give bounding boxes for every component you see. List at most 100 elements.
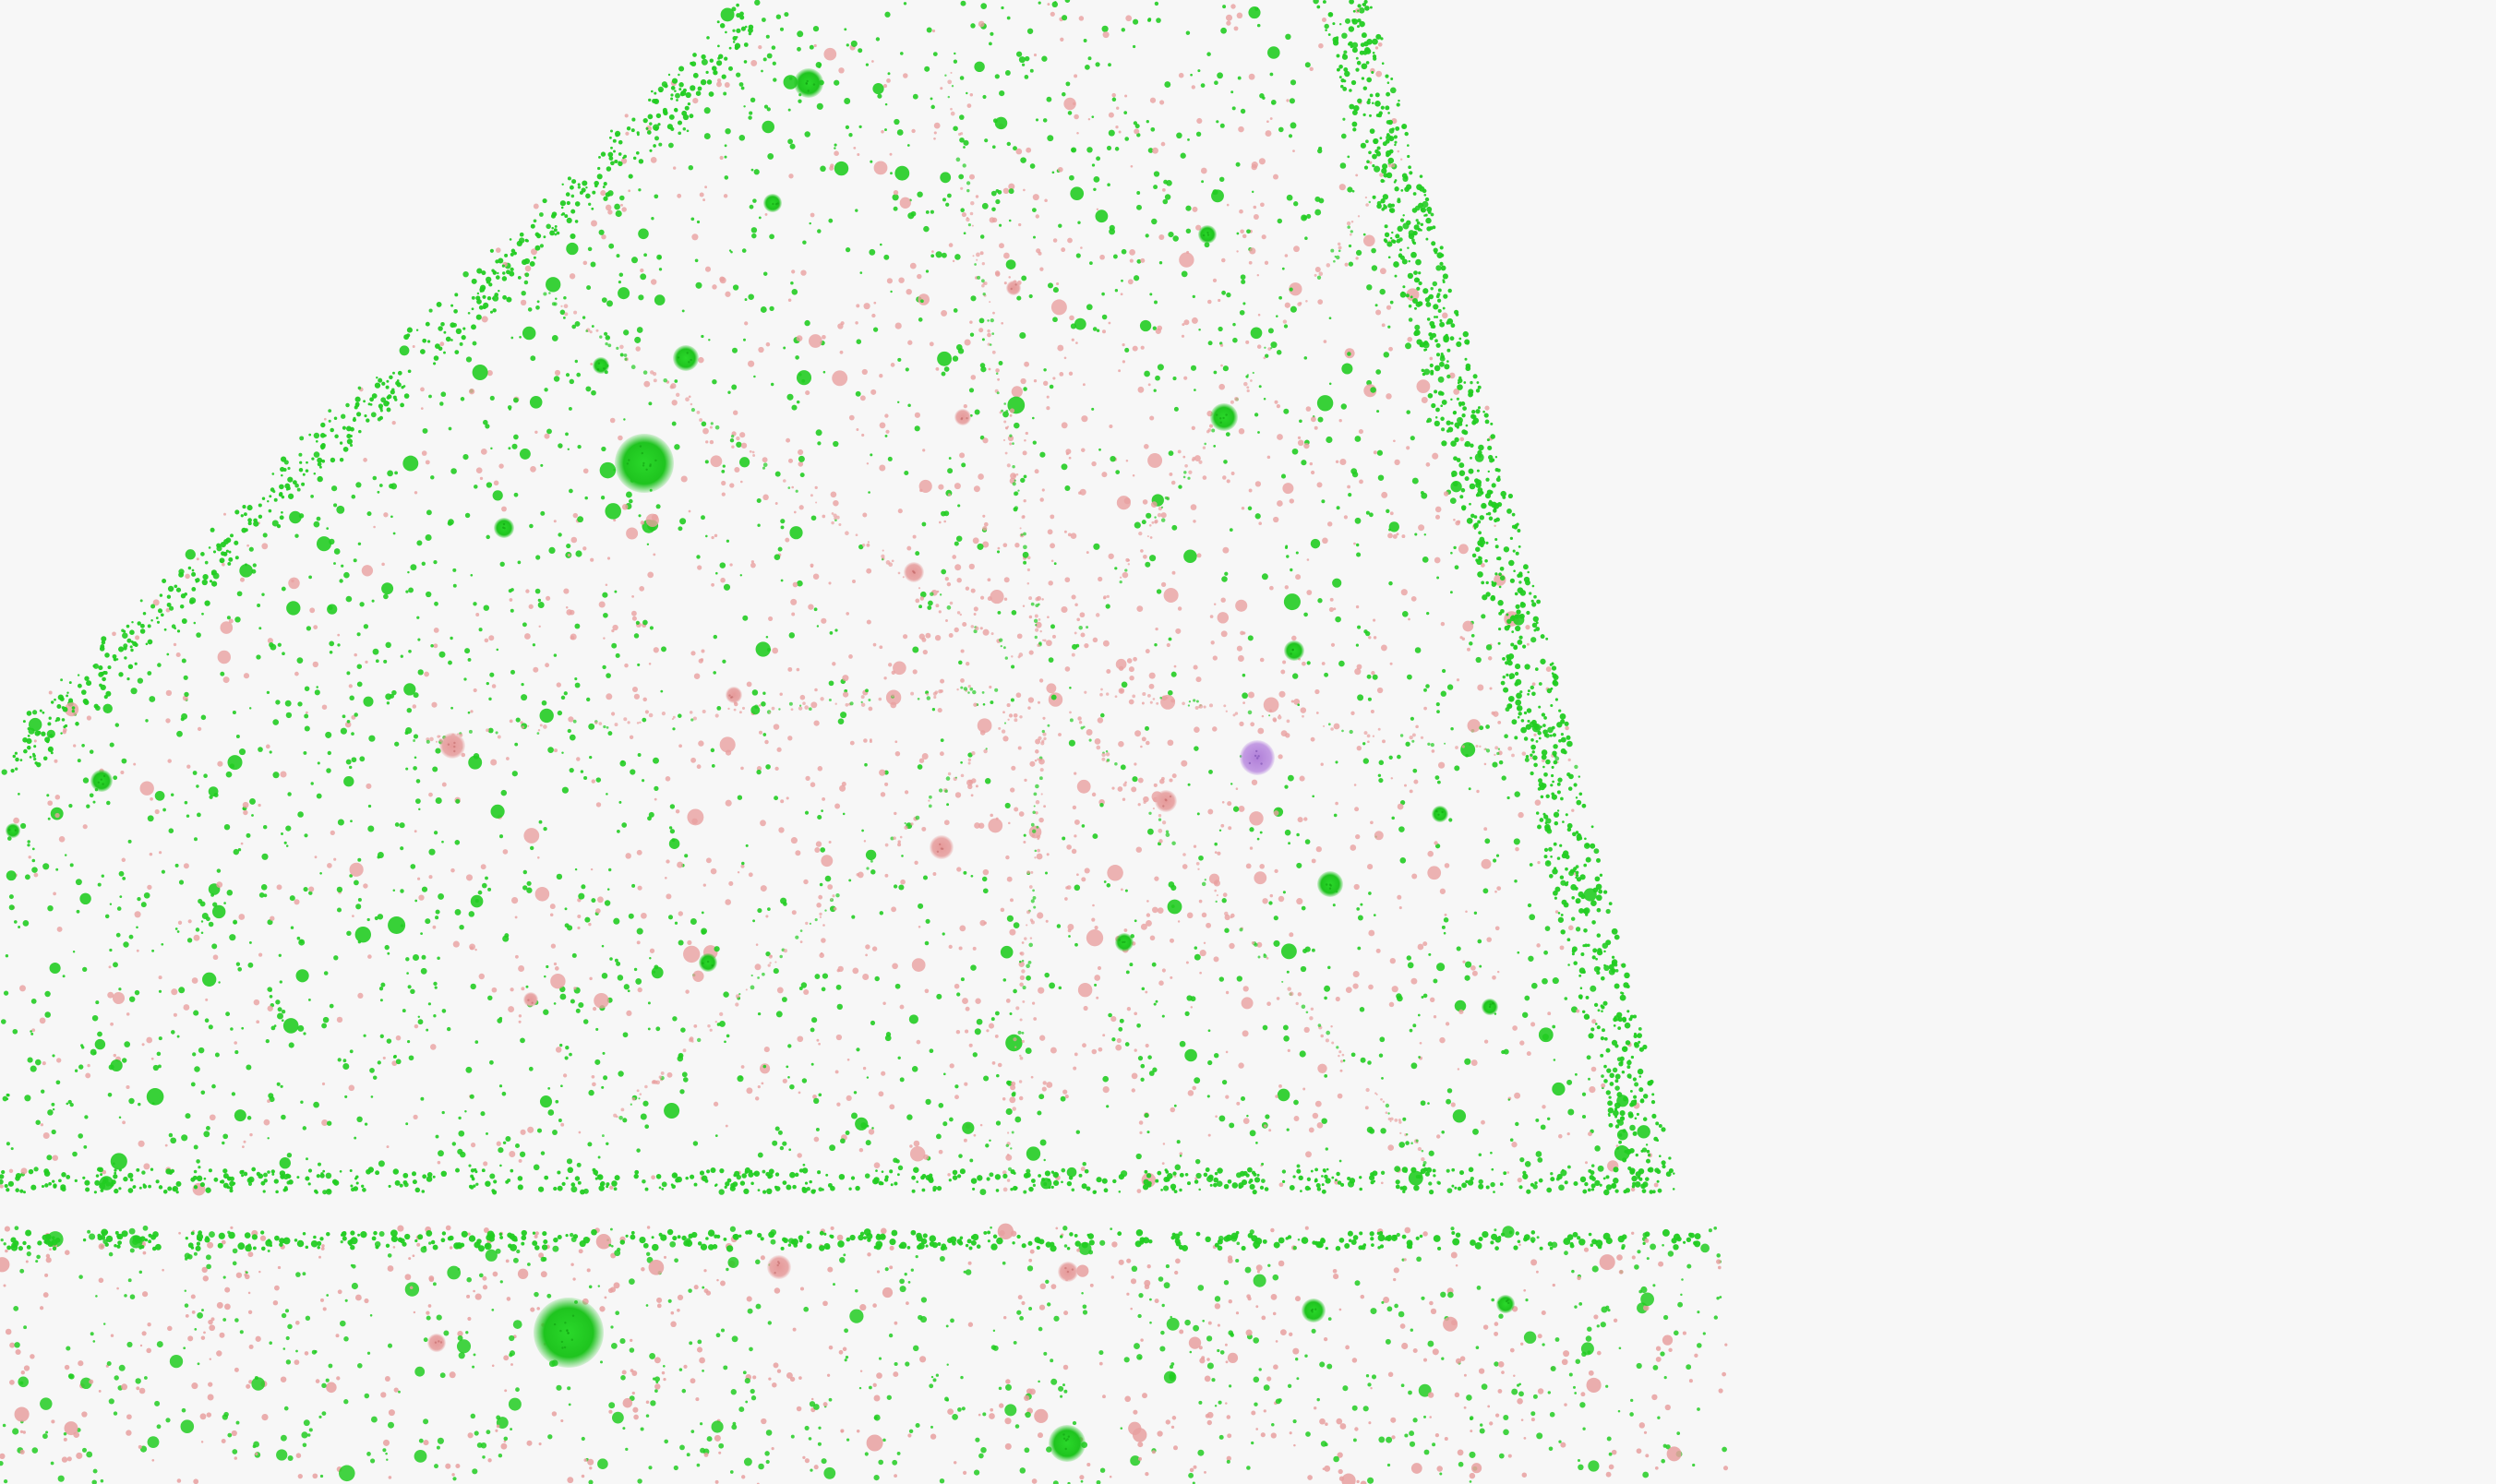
ray-point — [954, 776, 957, 779]
point-primary — [704, 460, 709, 464]
ray-point — [833, 513, 837, 518]
ray-point — [809, 922, 811, 925]
point-secondary — [1559, 945, 1565, 951]
point-secondary — [611, 628, 615, 633]
point-primary — [1221, 576, 1228, 582]
point-secondary — [554, 369, 561, 376]
point-primary — [1187, 783, 1191, 786]
point-primary — [248, 940, 252, 944]
point-primary — [1242, 692, 1248, 700]
edge-point — [1658, 1124, 1662, 1128]
ray-point — [982, 281, 986, 285]
point-secondary — [361, 565, 374, 577]
point-primary — [674, 379, 678, 383]
point-secondary — [1397, 894, 1402, 900]
ray-point — [1069, 718, 1074, 723]
point-secondary — [306, 711, 308, 714]
point-secondary — [856, 428, 859, 431]
point-secondary — [814, 485, 818, 490]
point-primary — [771, 45, 776, 50]
ray-point — [537, 728, 541, 732]
point-primary — [488, 697, 492, 701]
point-secondary — [1323, 340, 1327, 343]
point-secondary — [677, 861, 684, 868]
point-secondary — [1311, 858, 1316, 864]
point-primary — [1446, 1088, 1453, 1094]
ray-point — [884, 843, 889, 847]
ray-point — [1461, 745, 1465, 748]
ray-point — [1366, 734, 1371, 738]
point-primary — [24, 874, 30, 880]
point-primary — [1354, 436, 1362, 442]
point-secondary — [570, 635, 575, 640]
point-primary — [1404, 342, 1412, 350]
point-primary — [1283, 1035, 1290, 1042]
point-secondary — [1123, 928, 1128, 932]
ray-point — [999, 638, 1003, 642]
ray-point — [1032, 889, 1035, 892]
point-primary — [437, 956, 440, 961]
point-secondary — [363, 883, 368, 889]
ray-point — [768, 954, 773, 959]
point-secondary — [1146, 913, 1151, 917]
point-primary — [231, 1092, 236, 1096]
point-secondary — [911, 128, 916, 134]
point-primary — [1032, 416, 1035, 420]
point-secondary — [521, 987, 525, 991]
edge-point — [1478, 444, 1484, 451]
ray-point — [1024, 937, 1027, 940]
point-primary — [925, 918, 930, 924]
point-primary — [896, 129, 904, 136]
point-primary — [1410, 436, 1415, 441]
point-secondary — [774, 766, 779, 772]
point-secondary — [726, 749, 732, 756]
ray-point — [749, 449, 752, 453]
point-secondary — [1470, 1059, 1478, 1067]
point-secondary — [787, 298, 792, 303]
point-primary — [1026, 1168, 1031, 1174]
point-primary — [1566, 1165, 1571, 1169]
ray-point — [548, 292, 551, 294]
point-secondary — [1057, 344, 1064, 352]
point-primary — [492, 294, 499, 302]
ray-point — [1007, 1131, 1010, 1134]
point-secondary — [1086, 929, 1104, 947]
point-primary — [490, 804, 505, 819]
point-primary — [595, 1027, 599, 1031]
point-secondary — [935, 367, 940, 371]
ray-point — [1314, 273, 1317, 277]
point-secondary — [1037, 912, 1044, 919]
point-primary — [906, 144, 910, 147]
point-secondary — [1050, 299, 1067, 316]
point-primary — [405, 767, 409, 771]
point-primary — [1247, 635, 1254, 641]
point-primary — [1176, 1140, 1181, 1144]
ray-point — [881, 557, 884, 561]
point-primary — [1064, 485, 1071, 492]
point-primary — [8, 894, 14, 900]
point-primary — [960, 208, 965, 212]
point-primary — [1634, 1082, 1639, 1087]
point-secondary — [1151, 906, 1158, 914]
point-secondary — [1314, 688, 1320, 695]
point-secondary — [958, 946, 963, 951]
point-secondary — [518, 965, 525, 972]
point-primary — [1086, 147, 1093, 153]
point-primary — [1246, 1114, 1249, 1118]
point-primary — [1284, 545, 1289, 549]
point-primary — [651, 217, 654, 221]
point-secondary — [780, 799, 785, 804]
point-secondary — [591, 779, 596, 784]
point-secondary — [518, 1158, 522, 1163]
point-secondary — [1198, 899, 1203, 904]
edge-point — [1434, 420, 1440, 427]
point-primary — [658, 268, 663, 271]
point-primary — [925, 1098, 931, 1106]
point-secondary — [1455, 521, 1460, 526]
ray-point — [1021, 969, 1026, 974]
point-secondary — [754, 963, 762, 971]
point-primary — [1378, 1053, 1384, 1058]
edge-point — [1553, 842, 1557, 846]
ray-point — [1182, 475, 1186, 479]
